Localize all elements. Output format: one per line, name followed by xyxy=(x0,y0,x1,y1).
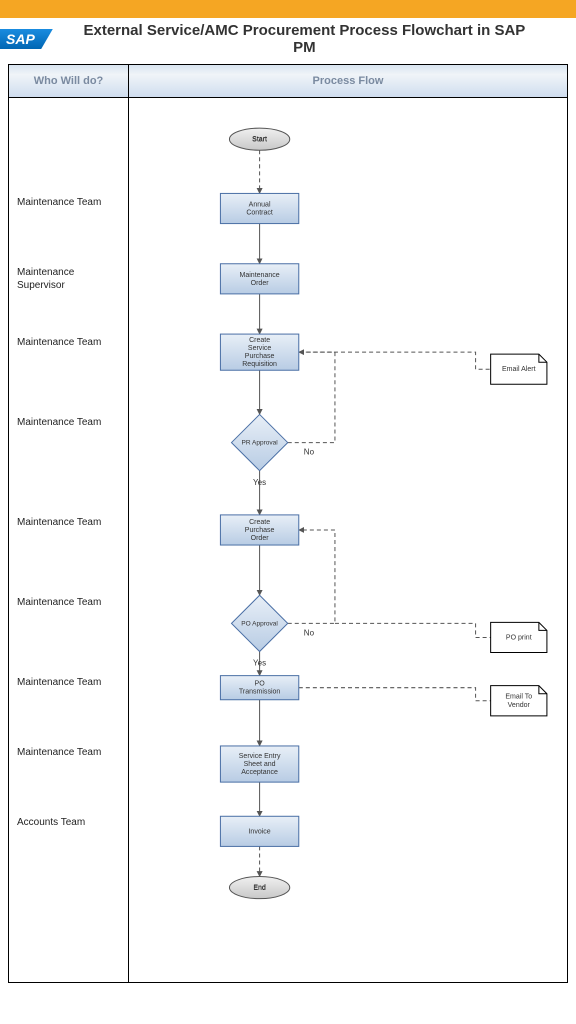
flowchart-svg: StartAnnualContractMaintenanceOrderCreat… xyxy=(129,98,567,982)
role-label: Maintenance Team xyxy=(17,516,117,529)
role-label: Maintenance Team xyxy=(17,676,117,689)
svg-text:No: No xyxy=(304,448,315,457)
svg-text:AnnualContract: AnnualContract xyxy=(246,201,273,216)
svg-text:PR Approval: PR Approval xyxy=(241,440,278,447)
role-label: Maintenance Team xyxy=(17,196,117,209)
role-label: Maintenance Supervisor xyxy=(17,266,117,292)
svg-text:Yes: Yes xyxy=(253,478,266,487)
svg-text:No: No xyxy=(304,628,315,637)
role-label: Maintenance Team xyxy=(17,746,117,759)
svg-text:End: End xyxy=(253,885,266,892)
sap-logo: SAP xyxy=(0,29,53,49)
title-row: SAP External Service/AMC Procurement Pro… xyxy=(0,18,576,64)
svg-text:PO Approval: PO Approval xyxy=(241,620,278,627)
svg-text:Email ToVendor: Email ToVendor xyxy=(505,694,532,709)
flow-column: StartAnnualContractMaintenanceOrderCreat… xyxy=(129,98,567,982)
svg-text:Invoice: Invoice xyxy=(248,828,270,835)
svg-text:PO print: PO print xyxy=(506,634,532,641)
header-who: Who Will do? xyxy=(9,65,129,98)
svg-text:Email Alert: Email Alert xyxy=(502,366,536,373)
svg-text:Yes: Yes xyxy=(253,659,266,668)
role-label: Maintenance Team xyxy=(17,416,117,429)
table-header: Who Will do? Process Flow xyxy=(9,65,567,98)
top-bar xyxy=(0,0,576,18)
svg-text:Service EntrySheet andAcceptan: Service EntrySheet andAcceptance xyxy=(239,753,281,776)
page-title: External Service/AMC Procurement Process… xyxy=(73,22,576,56)
header-flow: Process Flow xyxy=(129,65,567,98)
role-label: Maintenance Team xyxy=(17,336,117,349)
role-label: Accounts Team xyxy=(17,816,117,829)
svg-text:Start: Start xyxy=(252,136,267,143)
flowchart-table: Who Will do? Process Flow Maintenance Te… xyxy=(8,64,568,983)
role-label: Maintenance Team xyxy=(17,596,117,609)
roles-column: Maintenance Team Maintenance Supervisor Ma… xyxy=(9,98,129,982)
table-body: Maintenance Team Maintenance Supervisor Ma… xyxy=(9,98,567,982)
